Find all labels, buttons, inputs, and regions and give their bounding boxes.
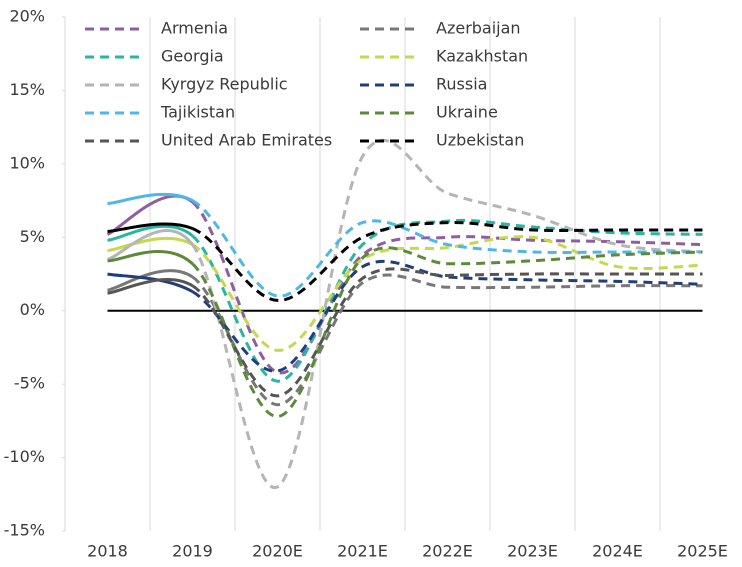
legend-label: Tajikistan xyxy=(160,103,235,122)
forecast-line xyxy=(191,199,703,298)
x-tick-label: 2021E xyxy=(337,542,388,561)
legend-label: Russia xyxy=(436,75,487,94)
x-tick-label: 2022E xyxy=(422,542,473,561)
forecast-line xyxy=(191,235,703,352)
forecast-line xyxy=(191,200,703,375)
x-tick-label: 2024E xyxy=(592,542,643,561)
legend-label: Azerbaijan xyxy=(436,19,521,38)
y-tick-label: 0% xyxy=(20,300,45,319)
x-tick-label: 2025E xyxy=(677,542,728,561)
x-tick-label: 2023E xyxy=(507,542,558,561)
actual-line xyxy=(107,250,194,265)
forecast-line xyxy=(191,138,703,489)
x-tick-label: 2020E xyxy=(252,542,303,561)
y-tick-label: 20% xyxy=(9,7,45,26)
actual-line xyxy=(107,278,194,295)
y-tick-label: 10% xyxy=(9,153,45,172)
x-tick-label: 2018 xyxy=(87,542,128,561)
actual-line xyxy=(107,236,194,252)
y-tick-label: 15% xyxy=(9,80,45,99)
legend-label: Uzbekistan xyxy=(436,131,524,150)
forecast-line xyxy=(191,220,703,302)
actual-line xyxy=(107,229,194,261)
forecast-line xyxy=(191,259,703,373)
actual-line xyxy=(107,272,194,293)
legend-label: Ukraine xyxy=(436,103,498,122)
actual-line xyxy=(107,222,194,233)
y-tick-label: -15% xyxy=(4,521,45,540)
actual-line xyxy=(107,192,194,206)
y-tick-label: -5% xyxy=(14,374,45,393)
forecast-line xyxy=(191,273,703,407)
forecast-line xyxy=(191,218,703,383)
y-tick-label: -10% xyxy=(4,447,45,466)
legend-label: United Arab Emirates xyxy=(161,131,332,150)
x-tick-label: 2019 xyxy=(172,542,213,561)
legend-label: Georgia xyxy=(161,47,224,66)
forecast-line xyxy=(191,267,703,398)
actual-line xyxy=(107,224,194,242)
legend-label: Kazakhstan xyxy=(436,47,528,66)
legend-label: Armenia xyxy=(161,19,228,38)
actual-line xyxy=(107,269,194,292)
y-tick-label: 5% xyxy=(20,227,45,246)
legend-label: Kyrgyz Republic xyxy=(161,75,288,94)
